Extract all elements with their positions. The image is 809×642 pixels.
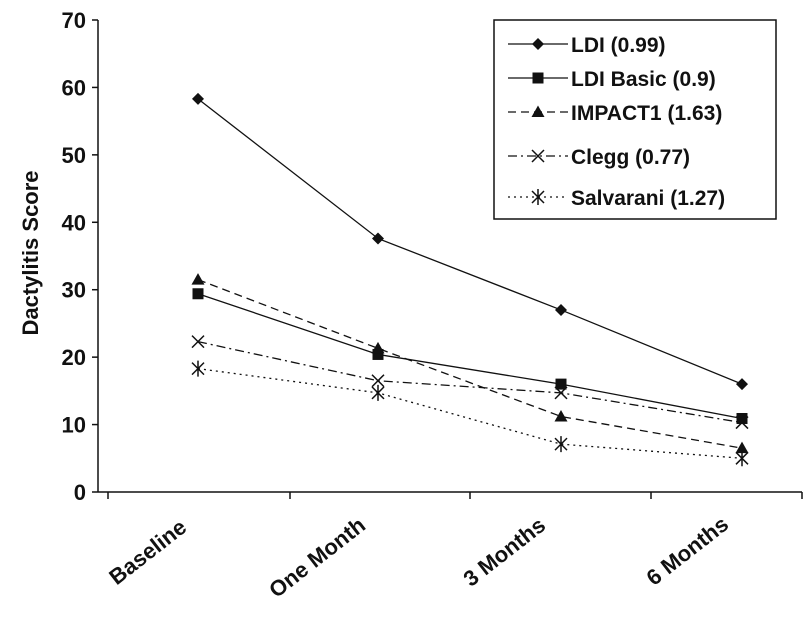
y-tick-label: 10 <box>62 413 86 438</box>
y-tick-label: 50 <box>62 143 86 168</box>
series-2-point <box>555 378 567 390</box>
y-tick-label: 20 <box>62 345 86 370</box>
legend-marker <box>531 189 545 205</box>
series-3-point <box>554 409 568 422</box>
x-axis: Baseline One Month 3 Months 6 Months <box>98 491 803 603</box>
series-1-point <box>736 378 748 391</box>
series-1-group <box>192 92 748 391</box>
legend: LDI (0.99) LDI Basic (0.9) IMPACT1 (1.63) C… <box>493 19 777 220</box>
series-3-group <box>191 273 749 454</box>
legend-marker <box>532 72 544 84</box>
series-4-point <box>735 416 749 430</box>
series-4-point <box>554 386 568 400</box>
series-5-group <box>191 360 749 467</box>
x-tick-label: 6 Months <box>642 511 733 590</box>
y-tick-label: 40 <box>62 210 86 235</box>
x-tick-label: Baseline <box>104 514 191 589</box>
series-3-point <box>735 441 749 454</box>
series-2-group <box>192 288 748 425</box>
legend-item: LDI (0.99) <box>508 34 666 57</box>
series-4-point <box>191 335 205 349</box>
series-5-point <box>191 360 205 377</box>
series-5-line <box>197 367 743 459</box>
y-tick-label: 70 <box>62 8 86 33</box>
series-2-line <box>197 293 743 420</box>
legend-label: LDI Basic (0.9) <box>571 68 716 91</box>
legend-label: Clegg (0.77) <box>571 146 690 169</box>
legend-marker <box>532 38 544 50</box>
series-1-point <box>372 232 384 245</box>
x-tick-label: 3 Months <box>459 512 550 591</box>
legend-box <box>493 19 777 220</box>
legend-label: Salvarani (1.27) <box>571 187 725 210</box>
x-tick-label: One Month <box>264 512 370 602</box>
y-tick-label: 60 <box>62 75 86 100</box>
series-2-point <box>192 288 204 300</box>
series-2-point <box>372 348 384 360</box>
series-1-point <box>192 92 204 105</box>
legend-item: Clegg (0.77) <box>508 146 690 169</box>
series-layer <box>191 92 749 467</box>
legend-item: Salvarani (1.27) <box>508 187 725 210</box>
legend-label: LDI (0.99) <box>571 34 666 57</box>
series-5-point <box>371 384 385 401</box>
y-tick-label: 30 <box>62 278 86 303</box>
series-3-point <box>371 341 385 354</box>
series-1-point <box>555 303 567 316</box>
series-5-point <box>554 436 568 453</box>
series-4-point <box>371 374 385 388</box>
series-1-line <box>197 98 743 385</box>
legend-label: IMPACT1 (1.63) <box>571 102 722 125</box>
series-2-point <box>736 413 748 425</box>
series-3-line <box>197 278 743 449</box>
legend-marker <box>531 105 545 117</box>
y-axis-label: Dactylitis Score <box>18 170 43 335</box>
legend-item: LDI Basic (0.9) <box>508 68 716 91</box>
series-4-line <box>197 340 743 424</box>
series-4-group <box>191 335 749 430</box>
y-tick-label: 0 <box>74 480 86 505</box>
legend-marker <box>531 149 545 163</box>
series-3-point <box>191 273 205 285</box>
y-axis: 0 10 20 30 40 50 60 70 <box>62 8 99 505</box>
legend-item: IMPACT1 (1.63) <box>508 102 722 125</box>
series-5-point <box>735 450 749 467</box>
